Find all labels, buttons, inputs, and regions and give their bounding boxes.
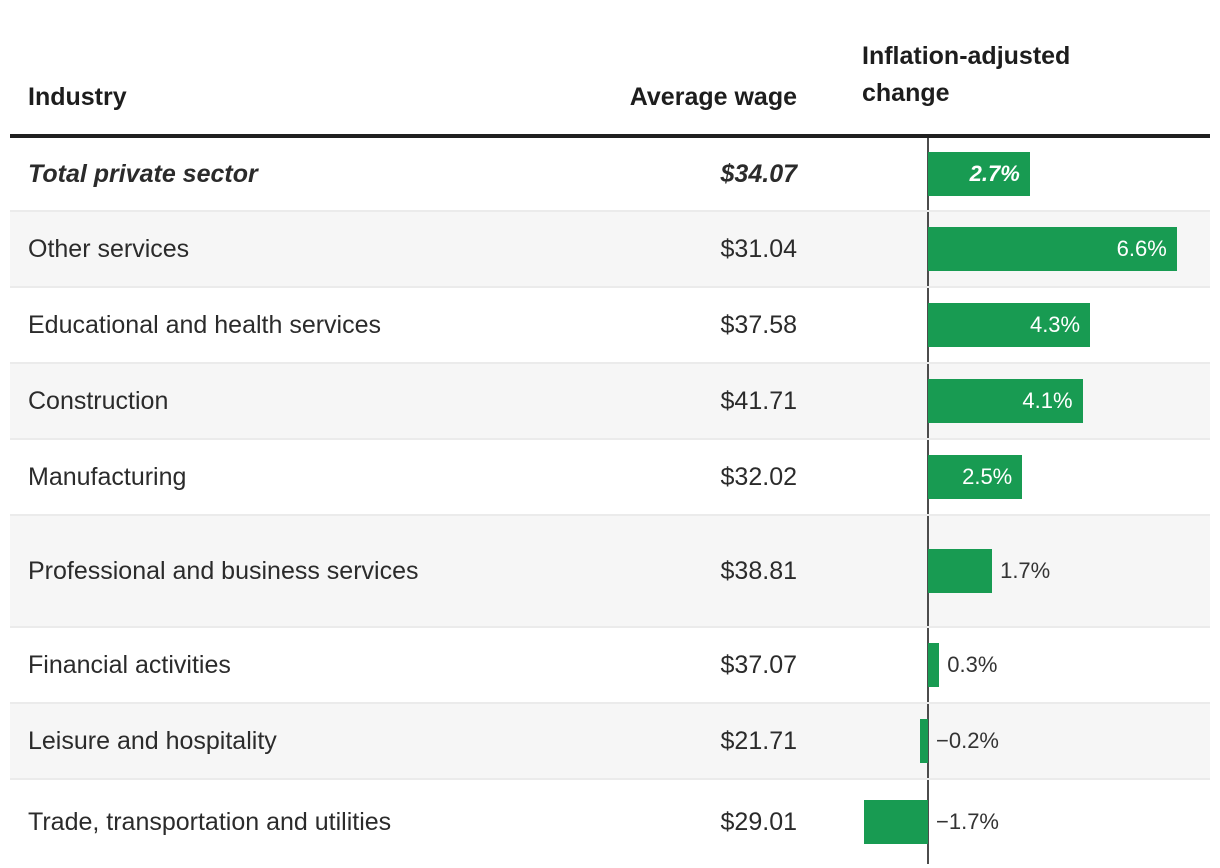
industry-label: Other services: [28, 234, 190, 263]
change-value-label: 4.1%: [1022, 388, 1073, 413]
industry-label: Total private sector: [28, 159, 258, 188]
change-bar-cell: 6.6%: [797, 212, 1210, 286]
industry-label: Leisure and hospitality: [28, 726, 277, 755]
average-wage-value: $32.02: [720, 462, 797, 491]
average-wage-value: $37.58: [720, 310, 797, 339]
table-row: Total private sector $34.07 2.7%: [10, 138, 1210, 212]
industry-label: Professional and business services: [28, 556, 419, 585]
industry-label: Manufacturing: [28, 462, 187, 491]
change-value-label: 6.6%: [1116, 236, 1167, 261]
change-bar: 2.5%: [928, 455, 1023, 499]
average-wage-value: $41.71: [720, 386, 797, 415]
table-row: Leisure and hospitality $21.71 −0.2%: [10, 704, 1210, 780]
change-bar: 4.3%: [928, 303, 1091, 347]
change-value-label: 0.3%: [947, 652, 998, 677]
table-row: Construction $41.71 4.1%: [10, 364, 1210, 440]
column-header-inflation-adjusted-change: Inflation-adjusted change: [862, 42, 1071, 107]
change-bar: [920, 719, 928, 763]
column-header-industry: Industry: [28, 83, 127, 111]
change-bar: 2.7%: [928, 152, 1030, 196]
table-row: Educational and health services $37.58 4…: [10, 288, 1210, 364]
average-wage-value: $34.07: [720, 159, 797, 188]
zero-axis-line: [927, 704, 929, 778]
average-wage-value: $21.71: [720, 726, 797, 755]
table-body: Total private sector $34.07 2.7% Other s…: [10, 138, 1210, 864]
table-row: Other services $31.04 6.6%: [10, 212, 1210, 288]
industry-label: Educational and health services: [28, 310, 382, 339]
column-header-average-wage: Average wage: [629, 83, 797, 111]
change-value-label: 2.7%: [969, 161, 1020, 186]
change-bar-cell: −1.7%: [797, 780, 1210, 864]
industry-label: Construction: [28, 386, 169, 415]
change-bar-cell: −0.2%: [797, 704, 1210, 778]
change-value-label: −1.7%: [936, 809, 999, 834]
change-bar: [863, 800, 928, 844]
change-value-label: −0.2%: [936, 728, 999, 753]
change-bar-cell: 4.1%: [797, 364, 1210, 438]
table-row: Professional and business services $38.8…: [10, 516, 1210, 628]
industry-label: Financial activities: [28, 650, 231, 679]
change-bar-cell: 1.7%: [797, 516, 1210, 626]
change-bar: 4.1%: [928, 379, 1083, 423]
industry-label: Trade, transportation and utilities: [28, 807, 392, 836]
change-bar: [928, 643, 940, 687]
average-wage-value: $37.07: [720, 650, 797, 679]
change-bar-cell: 0.3%: [797, 628, 1210, 702]
change-bar-cell: 2.7%: [797, 138, 1210, 210]
table-row: Trade, transportation and utilities $29.…: [10, 780, 1210, 864]
change-value-label: 1.7%: [1000, 558, 1051, 583]
table-row: Financial activities $37.07 0.3%: [10, 628, 1210, 704]
average-wage-value: $29.01: [720, 807, 797, 836]
change-bar: 6.6%: [928, 227, 1177, 271]
table-header-row: Industry Average wage Inflation-adjusted…: [10, 0, 1210, 138]
change-value-label: 4.3%: [1029, 312, 1081, 337]
change-bar: [928, 549, 993, 593]
change-bar-cell: 2.5%: [797, 440, 1210, 514]
change-bar-cell: 4.3%: [797, 288, 1210, 362]
average-wage-value: $38.81: [720, 556, 797, 585]
change-value-label: 2.5%: [962, 464, 1013, 489]
average-wage-value: $31.04: [720, 234, 797, 263]
table-row: Manufacturing $32.02 2.5%: [10, 440, 1210, 516]
zero-axis-line: [927, 780, 929, 864]
